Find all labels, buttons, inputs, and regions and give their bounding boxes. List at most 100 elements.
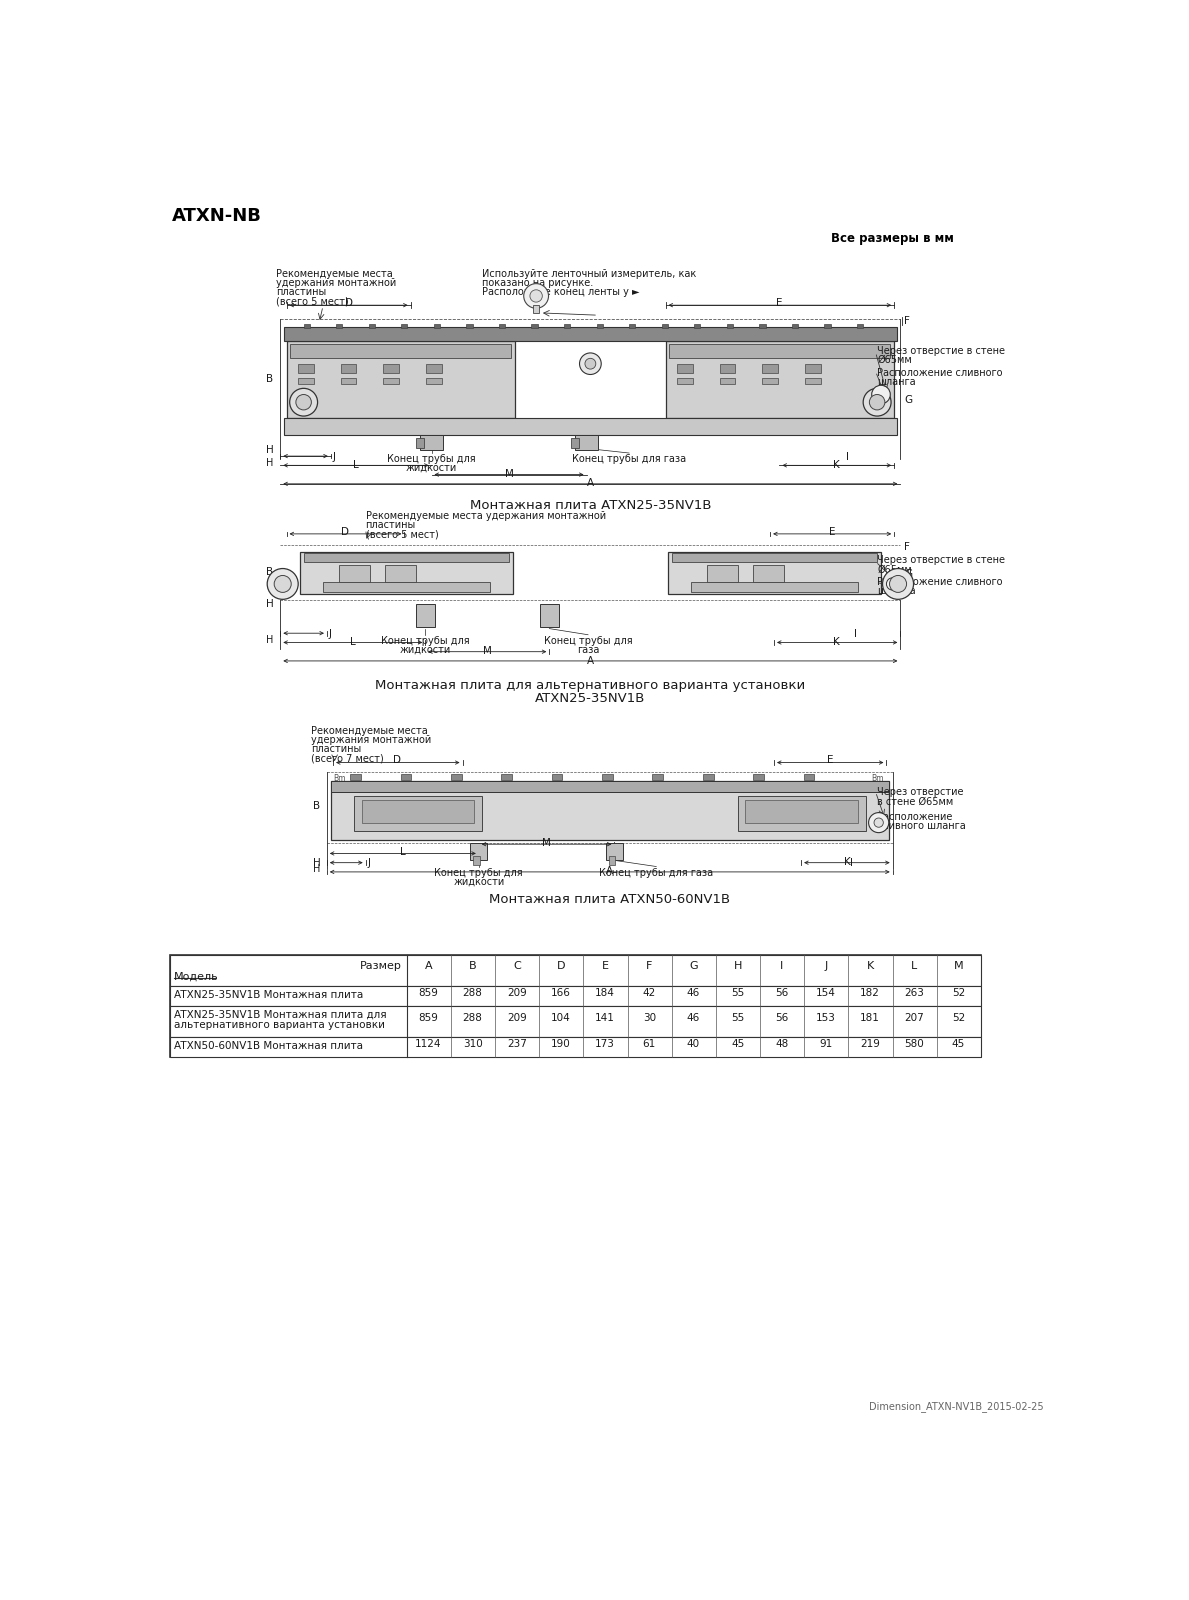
Bar [564,323,571,328]
Bar [466,323,472,328]
Circle shape [296,395,312,410]
Text: 859: 859 [419,1013,439,1024]
Text: J: J [367,858,370,869]
Bar [571,438,579,448]
Text: I: I [850,858,853,869]
Text: 580: 580 [905,1038,924,1048]
Text: A: A [424,962,433,971]
Text: (всего 7 мест): (всего 7 мест) [312,754,384,763]
Text: удержания монтажной: удержания монтажной [277,278,397,288]
Text: A: A [587,478,594,488]
Bar [426,363,441,373]
Bar [669,344,891,358]
Text: ATXN50-60NV1B Монтажная плита: ATXN50-60NV1B Монтажная плита [175,1040,363,1051]
Text: G: G [905,395,912,405]
Bar [672,554,877,562]
Text: ATXN25-35NV1B Монтажная плита: ATXN25-35NV1B Монтажная плита [175,990,364,1000]
Bar [540,603,559,627]
Text: 46: 46 [687,987,700,998]
Bar [668,552,881,594]
Text: Конец трубы для газа: Конец трубы для газа [599,869,713,878]
Text: D: D [345,298,353,309]
Bar [331,781,888,840]
Text: 209: 209 [507,1013,527,1024]
Text: Конец трубы для: Конец трубы для [380,637,470,646]
Text: Монтажная плита ATXN50-60NV1B: Монтажная плита ATXN50-60NV1B [489,893,730,907]
Bar [341,378,357,384]
Bar [666,341,894,418]
Bar [401,323,408,328]
Text: E: E [602,962,609,971]
Text: 42: 42 [642,987,656,998]
Text: M: M [954,962,963,971]
Text: 310: 310 [463,1038,483,1048]
Bar [170,955,981,986]
Text: I: I [780,962,784,971]
Bar [170,986,981,1006]
Circle shape [863,389,891,416]
Bar [533,306,540,314]
Circle shape [869,813,888,832]
Bar [661,323,668,328]
Text: L: L [911,962,918,971]
Circle shape [530,290,542,302]
Text: Dimension_ATXN-NV1B_2015-02-25: Dimension_ATXN-NV1B_2015-02-25 [869,1402,1044,1411]
Text: E: E [826,755,833,765]
Text: Расположите конец ленты у ►: Расположите конец ленты у ► [482,288,640,298]
Text: Размер: Размер [360,962,402,971]
Bar [857,323,863,328]
Text: M: M [483,646,492,656]
Text: 55: 55 [731,1013,744,1024]
Bar [719,378,735,384]
Bar [401,774,411,781]
Bar [606,843,623,861]
Text: K: K [833,459,841,470]
Text: M: M [542,838,551,848]
Circle shape [268,568,298,600]
Text: 91: 91 [819,1038,832,1048]
Bar [552,774,562,781]
Bar [170,955,981,1056]
Text: H: H [266,598,275,610]
Text: 166: 166 [551,987,571,998]
Bar [760,323,766,328]
Circle shape [882,568,913,600]
Text: H: H [734,962,742,971]
Text: H: H [266,458,273,467]
Bar [703,774,713,781]
Text: Модель: Модель [175,973,219,982]
Text: 46: 46 [687,1013,700,1024]
Text: 288: 288 [463,1013,483,1024]
Bar [298,378,314,384]
Bar [416,603,435,627]
Bar [341,363,357,373]
Text: H: H [313,864,320,874]
Bar [416,438,423,448]
Text: B: B [468,962,477,971]
Text: K: K [867,962,874,971]
Text: газа: газа [577,645,599,654]
Circle shape [275,576,291,592]
Text: 184: 184 [596,987,615,998]
Text: жидкости: жидкости [453,877,504,886]
Bar [824,323,831,328]
Circle shape [290,389,317,416]
Text: G: G [690,962,698,971]
Text: Конец трубы для газа: Конец трубы для газа [572,454,686,464]
Circle shape [872,386,891,403]
Text: 52: 52 [952,987,965,998]
Bar [629,323,635,328]
Bar [471,843,487,861]
Circle shape [889,576,906,592]
Text: B: B [313,800,320,811]
Text: 153: 153 [816,1013,836,1024]
Text: 56: 56 [775,1013,788,1024]
Bar [719,363,735,373]
Bar [303,554,509,562]
Bar [290,344,511,358]
Bar [284,418,897,435]
Text: F: F [905,541,910,552]
Text: H: H [266,635,273,645]
Bar [354,797,482,830]
Text: 56: 56 [775,987,788,998]
